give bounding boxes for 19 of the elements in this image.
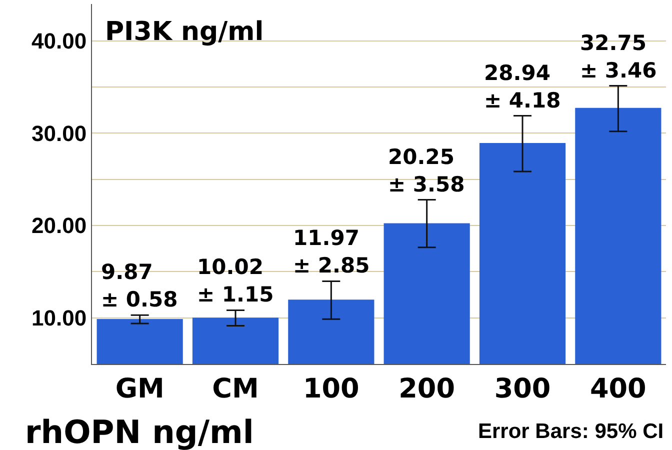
x-axis-title: rhOPN ng/ml (25, 413, 254, 450)
text: Error Bars: 95% CI (478, 420, 664, 443)
y-tick-label: 40.00 (32, 28, 87, 54)
y-tick-label: 30.00 (32, 120, 87, 146)
y-tick-label: 20.00 (32, 213, 87, 238)
data-label: 10.02 ± 1.15 (197, 255, 274, 306)
y-axis-title: PI3K ng/ml (105, 17, 264, 47)
data-label: 11.97 ± 2.85 (293, 226, 370, 278)
data-label: 9.87 ± 0.58 (101, 260, 178, 312)
x-tick-label: CM (212, 373, 259, 404)
y-tick-label: 10.00 (32, 306, 87, 331)
x-tick-label: GM (115, 373, 164, 404)
data-label: 20.25 ± 3.58 (388, 145, 465, 196)
x-tick-label: 300 (494, 373, 551, 404)
x-tick-label: 200 (398, 373, 456, 404)
data-label: 32.75 ± 3.46 (580, 31, 657, 82)
x-tick-label: 400 (590, 373, 646, 404)
x-tick-label: 100 (302, 373, 360, 404)
data-label: 28.94 ± 4.18 (484, 61, 561, 112)
